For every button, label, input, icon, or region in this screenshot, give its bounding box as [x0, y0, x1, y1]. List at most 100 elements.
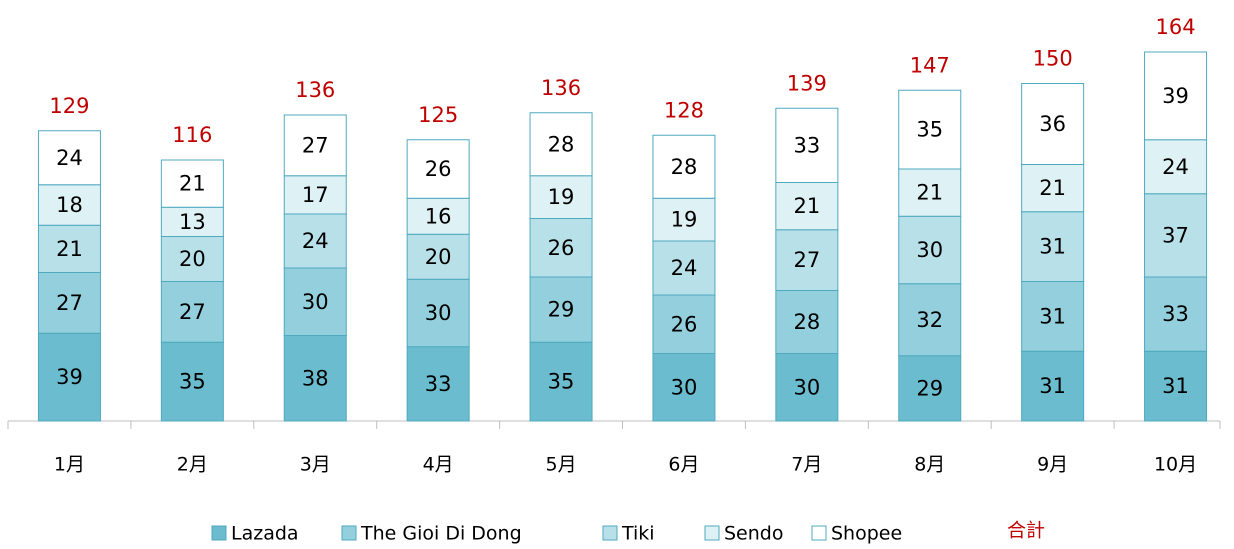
bar-segment: [1021, 211, 1085, 282]
data-label: 26: [425, 157, 452, 181]
data-label: 16: [425, 204, 452, 228]
bar-segment: [898, 283, 962, 357]
bar-segment: [160, 159, 224, 208]
data-label: 33: [1162, 302, 1189, 326]
total-label: 147: [910, 53, 950, 77]
bar-segment: [652, 240, 716, 296]
bar-segment: [529, 218, 593, 278]
data-label: 27: [179, 300, 206, 324]
bar-segment: [775, 353, 839, 422]
bar-segment: [406, 139, 470, 199]
bar-segment: [652, 134, 716, 199]
data-label: 13: [179, 210, 206, 234]
data-label: 36: [1039, 112, 1066, 136]
data-label: 39: [1162, 84, 1189, 108]
bar-segment: [652, 294, 716, 354]
total-label: 116: [172, 123, 212, 147]
data-label: 31: [1039, 235, 1066, 259]
x-tick-label: 7月: [791, 454, 822, 476]
data-label: 21: [916, 181, 943, 205]
x-tick-label: 3月: [300, 454, 331, 476]
total-label: 136: [295, 78, 335, 102]
legend-label: The Gioi Di Dong: [360, 523, 522, 545]
data-label: 24: [302, 229, 329, 253]
data-label: 29: [916, 376, 943, 400]
bar-segment: [652, 197, 716, 242]
data-label: 38: [302, 366, 329, 390]
bar-segment: [1144, 350, 1208, 422]
bar-segment: [898, 168, 962, 217]
legend-swatch: [341, 525, 357, 541]
total-label: 150: [1033, 47, 1073, 71]
data-label: 33: [425, 372, 452, 396]
bar-segment: [37, 332, 101, 422]
bar-segment: [775, 290, 839, 354]
data-label: 24: [671, 256, 698, 280]
bar-segment: [283, 114, 347, 177]
bar-segment: [775, 107, 839, 183]
x-tick-label: 10月: [1154, 454, 1197, 476]
bar-segment: [160, 341, 224, 422]
data-label: 33: [793, 133, 820, 157]
bar-segment: [160, 281, 224, 343]
data-label: 27: [302, 133, 329, 157]
data-label: 29: [548, 298, 575, 322]
x-tick-label: 2月: [177, 454, 208, 476]
bar-segment: [1144, 193, 1208, 278]
data-label: 20: [425, 245, 452, 269]
bar-segment: [406, 197, 470, 235]
data-label: 21: [179, 172, 206, 196]
data-label: 30: [302, 290, 329, 314]
bar-segment: [406, 233, 470, 280]
bar-segment: [283, 175, 347, 215]
data-label: 21: [56, 237, 83, 261]
bar-segment: [1144, 139, 1208, 195]
data-label: 39: [56, 365, 83, 389]
legend-label: Sendo: [724, 523, 783, 545]
data-label: 28: [793, 310, 820, 334]
bar-segment: [529, 341, 593, 422]
legend-swatch: [811, 525, 827, 541]
bar-segment: [283, 335, 347, 422]
total-label: 139: [787, 71, 827, 95]
data-label: 30: [793, 375, 820, 399]
data-label: 26: [548, 236, 575, 260]
data-label: 27: [793, 248, 820, 272]
data-label: 27: [56, 291, 83, 315]
legend-swatch: [704, 525, 720, 541]
legend-swatch: [211, 525, 227, 541]
x-tick-label: 1月: [54, 454, 85, 476]
total-label: 136: [541, 76, 581, 100]
data-label: 17: [302, 183, 329, 207]
bar-segment: [898, 89, 962, 170]
bar-segment: [160, 236, 224, 282]
data-label: 37: [1162, 223, 1189, 247]
bar-segment: [283, 213, 347, 269]
x-tick-label: 4月: [423, 454, 454, 476]
legend-label: Tiki: [621, 523, 655, 545]
data-label: 24: [56, 146, 83, 170]
bar-segment: [406, 346, 470, 422]
bar-segment: [775, 229, 839, 291]
bar-segment: [775, 182, 839, 231]
total-label: 125: [418, 103, 458, 127]
data-label: 26: [671, 312, 698, 336]
data-label: 35: [179, 370, 206, 394]
data-label: 31: [1039, 374, 1066, 398]
data-label: 31: [1039, 304, 1066, 328]
bar-segment: [529, 276, 593, 343]
bar-segment: [283, 267, 347, 336]
bar-segment: [529, 112, 593, 177]
data-label: 19: [671, 208, 698, 232]
data-label: 28: [671, 155, 698, 179]
data-label: 20: [179, 247, 206, 271]
bar-segment: [1021, 281, 1085, 352]
data-label: 21: [793, 194, 820, 218]
bar-segment: [652, 353, 716, 422]
legend-swatch: [602, 525, 618, 541]
data-label: 30: [916, 238, 943, 262]
bar-segment: [406, 278, 470, 348]
bar-segment: [1021, 350, 1085, 422]
data-label: 30: [671, 375, 698, 399]
